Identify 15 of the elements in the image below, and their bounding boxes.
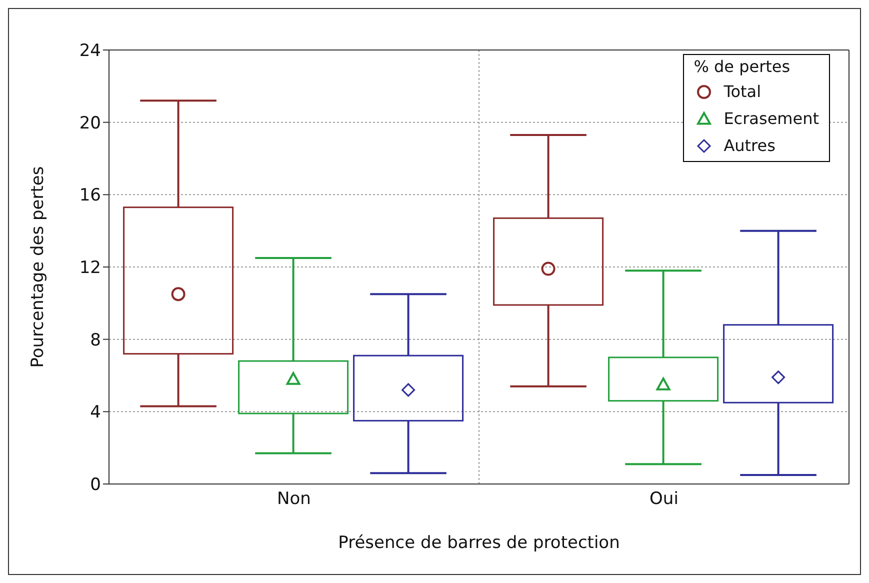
- legend-label: Autres: [724, 136, 776, 155]
- y-tick-label: 12: [79, 258, 101, 278]
- y-tick-label: 20: [79, 113, 101, 134]
- x-tick-label: Oui: [650, 489, 678, 510]
- y-tick-label: 0: [90, 475, 101, 496]
- legend-title: % de pertes: [694, 57, 792, 76]
- x-axis-title: Présence de barres de protection: [338, 533, 620, 553]
- y-tick-label: 8: [90, 330, 101, 350]
- y-tick-label: 4: [90, 402, 101, 423]
- y-tick-label: 24: [79, 41, 101, 62]
- x-tick-label: Non: [277, 489, 311, 510]
- legend-label: Total: [724, 82, 762, 101]
- y-axis-title: Pourcentage des pertes: [28, 166, 48, 368]
- legend-label: Ecrasement: [724, 109, 819, 128]
- y-tick-label: 16: [79, 186, 101, 206]
